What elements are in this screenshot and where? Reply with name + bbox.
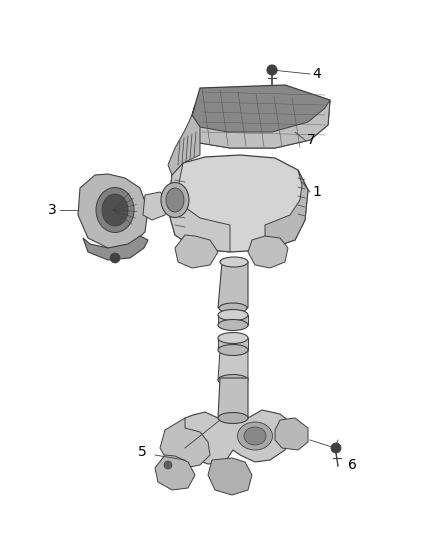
Polygon shape bbox=[218, 262, 248, 308]
Ellipse shape bbox=[237, 422, 272, 450]
Polygon shape bbox=[275, 418, 308, 450]
Text: 6: 6 bbox=[348, 458, 357, 472]
Circle shape bbox=[331, 443, 341, 453]
Text: 7: 7 bbox=[307, 133, 316, 147]
Polygon shape bbox=[178, 410, 292, 464]
Polygon shape bbox=[248, 236, 288, 268]
Polygon shape bbox=[168, 155, 308, 252]
Ellipse shape bbox=[218, 310, 248, 320]
Polygon shape bbox=[78, 174, 148, 248]
Ellipse shape bbox=[219, 303, 247, 313]
Polygon shape bbox=[218, 338, 248, 350]
Text: 3: 3 bbox=[48, 203, 57, 217]
Polygon shape bbox=[160, 418, 210, 468]
Polygon shape bbox=[218, 315, 248, 325]
Ellipse shape bbox=[218, 333, 248, 343]
Ellipse shape bbox=[220, 257, 248, 267]
Ellipse shape bbox=[244, 427, 266, 445]
Polygon shape bbox=[143, 192, 168, 220]
Text: 5: 5 bbox=[138, 445, 147, 459]
Polygon shape bbox=[188, 85, 330, 148]
Ellipse shape bbox=[218, 319, 248, 330]
Text: 4: 4 bbox=[312, 67, 321, 81]
Polygon shape bbox=[218, 378, 248, 418]
Polygon shape bbox=[265, 170, 308, 250]
Circle shape bbox=[110, 253, 120, 263]
Text: 1: 1 bbox=[312, 185, 321, 199]
Circle shape bbox=[267, 65, 277, 75]
Ellipse shape bbox=[218, 344, 248, 356]
Ellipse shape bbox=[218, 375, 248, 385]
Polygon shape bbox=[168, 163, 230, 252]
Ellipse shape bbox=[102, 194, 128, 226]
Polygon shape bbox=[218, 350, 248, 380]
Ellipse shape bbox=[161, 182, 189, 217]
Polygon shape bbox=[175, 235, 218, 268]
Ellipse shape bbox=[166, 188, 184, 212]
Polygon shape bbox=[208, 458, 252, 495]
Polygon shape bbox=[188, 100, 330, 148]
Polygon shape bbox=[168, 115, 200, 175]
Circle shape bbox=[164, 461, 172, 469]
Ellipse shape bbox=[96, 188, 134, 232]
Polygon shape bbox=[83, 236, 148, 260]
Ellipse shape bbox=[218, 413, 248, 424]
Polygon shape bbox=[155, 455, 195, 490]
